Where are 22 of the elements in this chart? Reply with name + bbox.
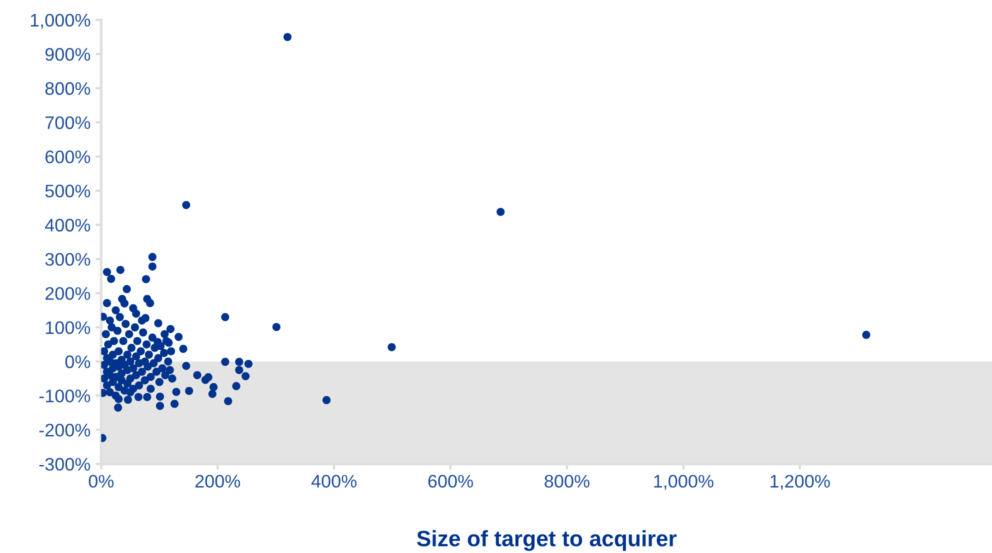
y-tick-label: 600% — [46, 150, 90, 164]
x-tick-label: 1,000% — [654, 474, 714, 490]
x-axis-title: Size of target to acquirer — [416, 530, 677, 551]
y-tick-label: 100% — [46, 321, 90, 334]
y-tick-label: -300% — [39, 458, 90, 471]
y-tick-label: 700% — [46, 116, 90, 130]
y-tick-label: -200% — [39, 424, 90, 437]
y-tick-label: -100% — [39, 390, 90, 402]
x-tick-label: 800% — [544, 474, 590, 488]
x-tick-label: 0% — [88, 474, 114, 488]
y-tick-label: 400% — [45, 218, 90, 232]
y-tick-label: 0% — [65, 355, 90, 368]
y-tick-label: 900% — [45, 48, 90, 61]
y-tick-label: 800% — [45, 82, 90, 95]
y-tick-label: 200% — [46, 287, 90, 300]
y-tick-label: 1,000% — [30, 14, 90, 29]
x-tick-label: 1,200% — [770, 474, 830, 490]
x-tick-label: 200% — [195, 474, 240, 488]
y-tick-label: 500% — [45, 184, 90, 198]
x-tick-label: 600% — [428, 474, 473, 488]
y-tick-label: 300% — [45, 252, 90, 266]
x-tick-label: 400% — [311, 474, 357, 488]
